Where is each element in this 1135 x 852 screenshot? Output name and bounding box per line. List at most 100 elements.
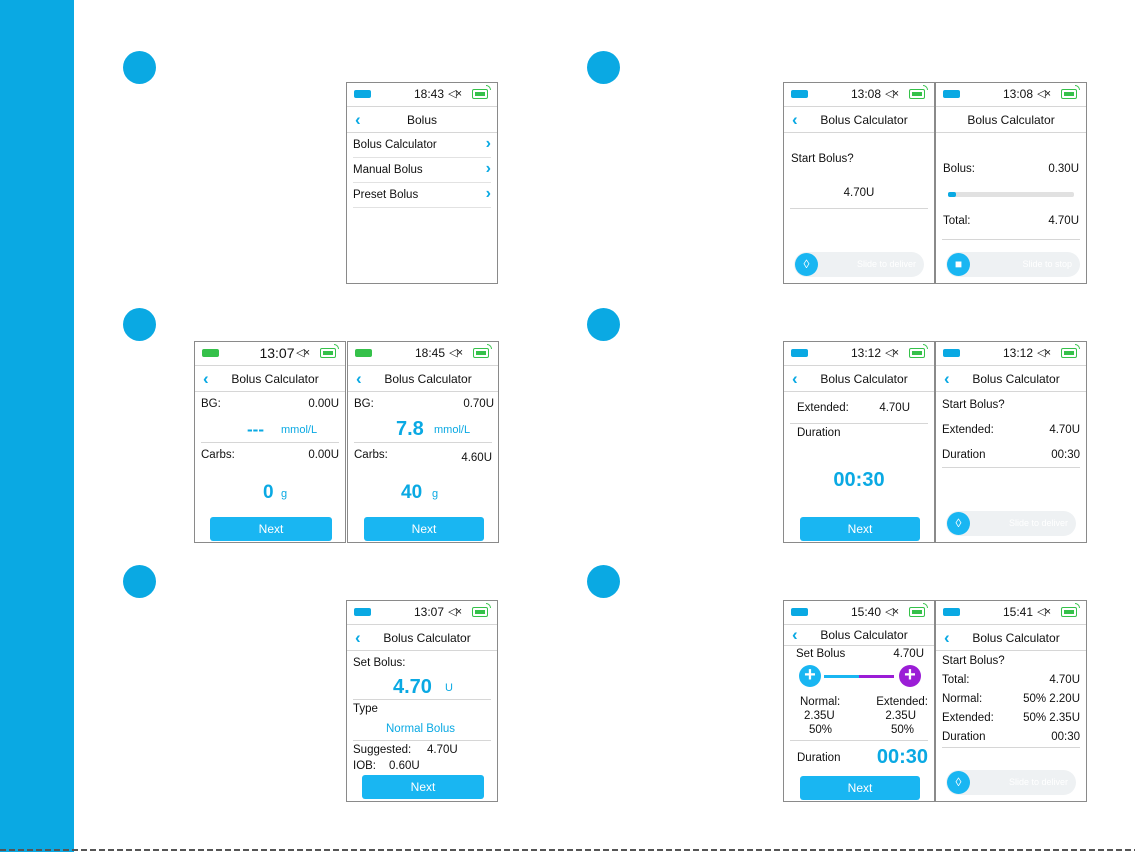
start-bolus-question: Start Bolus? bbox=[791, 153, 854, 165]
normal-plus-icon[interactable]: + bbox=[799, 665, 821, 687]
screen-title: Bolus Calculator bbox=[820, 113, 908, 127]
screen-title: Bolus Calculator bbox=[972, 372, 1060, 386]
status-bar: 13:07 ◁× bbox=[347, 601, 497, 625]
set-bolus-screen: 13:07 ◁× ‹ Bolus Calculator Set Bolus: 4… bbox=[346, 600, 498, 802]
speaker-muted-icon: ◁× bbox=[1037, 606, 1051, 618]
status-bar: 15:40 ◁× bbox=[784, 601, 934, 625]
signal-icon bbox=[320, 348, 336, 358]
carbs-label: Carbs: bbox=[354, 449, 388, 461]
step-marker-4 bbox=[587, 51, 620, 84]
duration-value: 00:30 bbox=[1051, 731, 1080, 743]
screen-header: Bolus Calculator bbox=[936, 107, 1086, 133]
start-bolus-question: Start Bolus? bbox=[942, 399, 1005, 411]
next-button[interactable]: Next bbox=[800, 776, 920, 800]
next-button[interactable]: Next bbox=[800, 517, 920, 541]
menu-item-bolus-calculator[interactable]: Bolus Calculator › bbox=[353, 133, 491, 158]
duration-input[interactable]: 00:30 bbox=[876, 746, 928, 768]
stop-icon[interactable]: ■ bbox=[947, 253, 970, 276]
drop-icon[interactable]: ◊ bbox=[795, 253, 818, 276]
next-button[interactable]: Next bbox=[362, 775, 484, 799]
bolus-type-select[interactable]: Normal Bolus bbox=[386, 723, 456, 735]
back-arrow-icon[interactable]: ‹ bbox=[792, 110, 798, 129]
carbs-dose-value: 0.00U bbox=[308, 449, 339, 461]
slide-to-deliver[interactable]: ◊ Slide to deliver bbox=[946, 770, 1076, 795]
start-bolus-confirm-screen: 13:08 ◁× ‹ Bolus Calculator Start Bolus?… bbox=[783, 82, 935, 284]
bg-carbs-empty-screen: 13:07 ◁× ‹ Bolus Calculator BG: 0.00U --… bbox=[194, 341, 346, 543]
extended-label: Extended: bbox=[942, 424, 994, 436]
bg-reading-input[interactable]: 7.8 bbox=[396, 418, 424, 440]
back-arrow-icon[interactable]: ‹ bbox=[356, 369, 362, 388]
back-arrow-icon[interactable]: ‹ bbox=[792, 369, 798, 388]
total-label: Total: bbox=[942, 674, 970, 686]
back-arrow-icon[interactable]: ‹ bbox=[355, 110, 361, 129]
status-bar: 13:07 ◁× bbox=[195, 342, 345, 366]
extended-plus-icon[interactable]: + bbox=[899, 665, 921, 687]
bolus-menu-screen: 18:43 ◁× ‹ Bolus Bolus Calculator › Manu… bbox=[346, 82, 498, 284]
bolus-delivering-screen: 13:08 ◁× Bolus Calculator Bolus: 0.30U T… bbox=[935, 82, 1087, 284]
back-arrow-icon[interactable]: ‹ bbox=[355, 628, 361, 647]
extended-value: 2.35U bbox=[885, 710, 916, 722]
drop-icon[interactable]: ◊ bbox=[947, 512, 970, 535]
suggested-label: Suggested: bbox=[353, 744, 412, 756]
back-arrow-icon[interactable]: ‹ bbox=[944, 628, 950, 647]
bg-unit: mmol/L bbox=[281, 424, 318, 436]
status-bar: 13:08 ◁× bbox=[936, 83, 1086, 107]
menu-item-manual-bolus[interactable]: Manual Bolus › bbox=[353, 158, 491, 183]
speaker-muted-icon: ◁× bbox=[448, 88, 462, 100]
step-marker-5 bbox=[587, 308, 620, 341]
carbs-dose-value: 4.60U bbox=[461, 452, 492, 464]
step-marker-3 bbox=[123, 565, 156, 598]
screen-header: ‹ Bolus Calculator bbox=[784, 625, 934, 646]
signal-icon bbox=[472, 607, 488, 617]
chevron-right-icon: › bbox=[485, 160, 491, 177]
next-button[interactable]: Next bbox=[210, 517, 332, 541]
slide-to-stop[interactable]: ■ Slide to stop bbox=[946, 252, 1080, 277]
delivery-progress-fill bbox=[948, 192, 956, 197]
extended-label: Extended: bbox=[942, 712, 994, 724]
speaker-muted-icon: ◁× bbox=[885, 606, 899, 618]
normal-value: 2.35U bbox=[804, 710, 835, 722]
clock: 13:08 bbox=[850, 87, 882, 101]
battery-icon bbox=[791, 90, 808, 98]
screen-header: ‹ Bolus Calculator bbox=[936, 366, 1086, 392]
next-button[interactable]: Next bbox=[364, 517, 484, 541]
carbs-label: Carbs: bbox=[201, 449, 235, 461]
battery-icon bbox=[943, 90, 960, 98]
menu-item-preset-bolus[interactable]: Preset Bolus › bbox=[353, 183, 491, 208]
carbs-amount-input[interactable]: 40 bbox=[401, 482, 423, 503]
normal-label: Normal: bbox=[800, 696, 841, 708]
status-bar: 15:41 ◁× bbox=[936, 601, 1086, 625]
status-bar: 18:43 ◁× bbox=[347, 83, 497, 107]
slide-to-deliver[interactable]: ◊ Slide to deliver bbox=[946, 511, 1076, 536]
slide-to-deliver[interactable]: ◊ Slide to deliver bbox=[794, 252, 924, 277]
set-bolus-input[interactable]: 4.70 bbox=[393, 676, 432, 698]
back-arrow-icon[interactable]: ‹ bbox=[792, 625, 798, 644]
step-marker-6 bbox=[587, 565, 620, 598]
duration-label: Duration bbox=[942, 731, 986, 743]
duration-input[interactable]: 00:30 bbox=[833, 469, 885, 491]
bolus-amount: 4.70U bbox=[843, 187, 875, 199]
extended-split-bar bbox=[859, 675, 894, 678]
clock: 18:43 bbox=[413, 87, 445, 101]
signal-icon bbox=[909, 348, 925, 358]
screen-title: Bolus Calculator bbox=[820, 628, 908, 642]
drop-icon[interactable]: ◊ bbox=[947, 771, 970, 794]
battery-icon bbox=[943, 349, 960, 357]
clock: 18:45 bbox=[414, 346, 446, 360]
set-bolus-label: Set Bolus: bbox=[353, 657, 406, 669]
status-bar: 18:45 ◁× bbox=[348, 342, 498, 366]
duration-label: Duration bbox=[797, 427, 841, 439]
screen-title: Bolus Calculator bbox=[972, 631, 1060, 645]
chevron-right-icon: › bbox=[485, 185, 491, 202]
screen-title: Bolus Calculator bbox=[820, 372, 908, 386]
side-accent-bar bbox=[0, 0, 74, 852]
back-arrow-icon[interactable]: ‹ bbox=[203, 369, 209, 388]
clock: 15:40 bbox=[850, 605, 882, 619]
carbs-amount-input[interactable]: 0 bbox=[263, 482, 274, 503]
extended-label: Extended: bbox=[797, 402, 849, 414]
dual-wave-confirm-screen: 15:41 ◁× ‹ Bolus Calculator Start Bolus?… bbox=[935, 600, 1087, 802]
screen-title: Bolus bbox=[406, 113, 438, 127]
bg-reading-input[interactable]: --- bbox=[247, 420, 264, 439]
back-arrow-icon[interactable]: ‹ bbox=[944, 369, 950, 388]
battery-icon bbox=[791, 349, 808, 357]
